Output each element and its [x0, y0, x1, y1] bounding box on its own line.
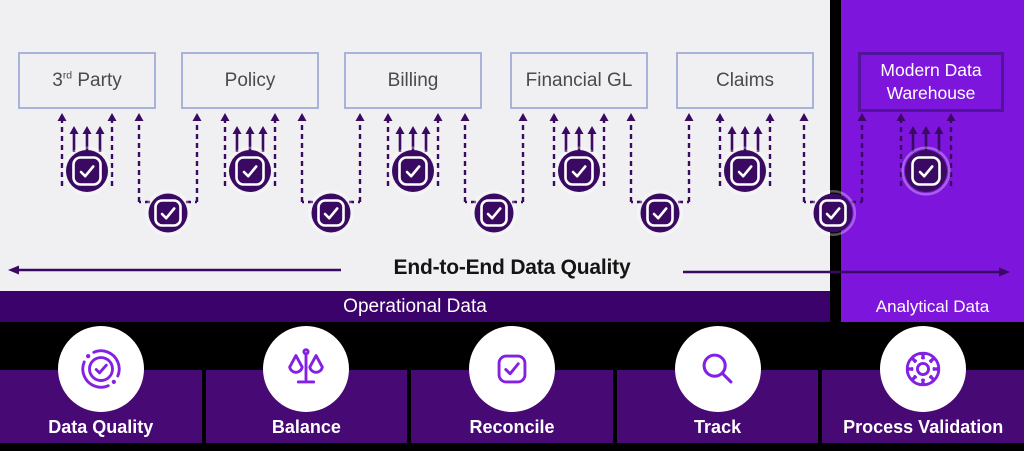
reconcile-badge — [468, 326, 555, 412]
panel-label: Reconcile — [469, 417, 555, 437]
gear-icon — [905, 351, 941, 387]
data-quality-badge — [57, 326, 144, 412]
balance-scale-icon — [288, 348, 325, 384]
source-box-billing: Billing — [344, 52, 482, 109]
panel-reconcile: Reconcile — [411, 326, 613, 443]
panel-label: Process Validation — [843, 417, 1004, 437]
magnifier-icon — [702, 353, 733, 384]
panel-label: Data Quality — [48, 417, 154, 437]
warehouse-box: Modern Data Warehouse — [858, 52, 1004, 112]
gauge-check-icon — [81, 349, 121, 389]
balance-badge — [263, 326, 350, 412]
track-badge — [674, 326, 761, 412]
operational-data-banner: Operational Data — [0, 291, 830, 322]
operational-section-background — [0, 0, 830, 291]
panel-label: Track — [694, 417, 742, 437]
panel-track: Track — [616, 326, 819, 443]
square-check-icon — [497, 354, 527, 384]
panel-balance: Balance — [205, 326, 408, 443]
source-box-claims: Claims — [676, 52, 814, 109]
analytical-data-banner: Analytical Data — [841, 291, 1024, 322]
panel-label: Balance — [271, 417, 341, 437]
source-box-policy: Policy — [181, 52, 319, 109]
process-step-row: Data Quality Balance Reco — [0, 326, 1024, 443]
analytical-section-background — [841, 0, 1024, 322]
process-validation-badge — [880, 326, 967, 412]
source-box-3rd-party: 3rd Party — [18, 52, 156, 109]
end-to-end-title: End-to-End Data Quality — [393, 256, 631, 279]
source-box-financial-gl: Financial GL — [510, 52, 648, 109]
panel-process-validation: Process Validation — [822, 326, 1024, 443]
panel-data-quality: Data Quality — [0, 326, 202, 443]
